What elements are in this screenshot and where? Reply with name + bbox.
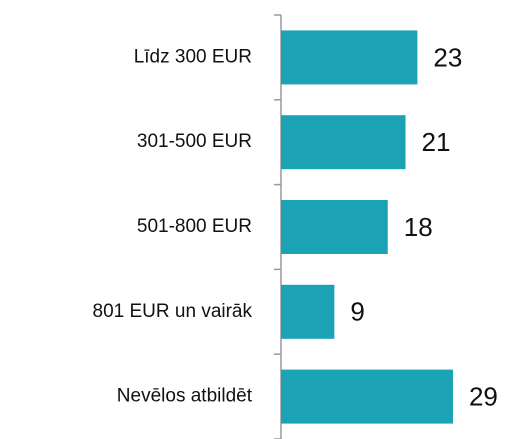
- y-tick-label: 301-500 EUR: [137, 131, 252, 152]
- value-label: 21: [422, 127, 451, 157]
- value-label: 23: [433, 42, 462, 72]
- bar: [281, 115, 406, 170]
- y-tick-label: 801 EUR un vairāk: [93, 301, 253, 322]
- bar: [281, 30, 418, 85]
- y-tick-label: Nevēlos atbildēt: [117, 386, 253, 407]
- y-tick-label: 501-800 EUR: [137, 216, 252, 237]
- bar: [281, 200, 388, 254]
- value-label: 18: [404, 212, 433, 242]
- bar: [281, 369, 453, 424]
- value-label: 9: [350, 297, 364, 327]
- value-label: 29: [469, 381, 498, 411]
- y-tick-label: Līdz 300 EUR: [134, 46, 252, 67]
- bar: [281, 284, 335, 339]
